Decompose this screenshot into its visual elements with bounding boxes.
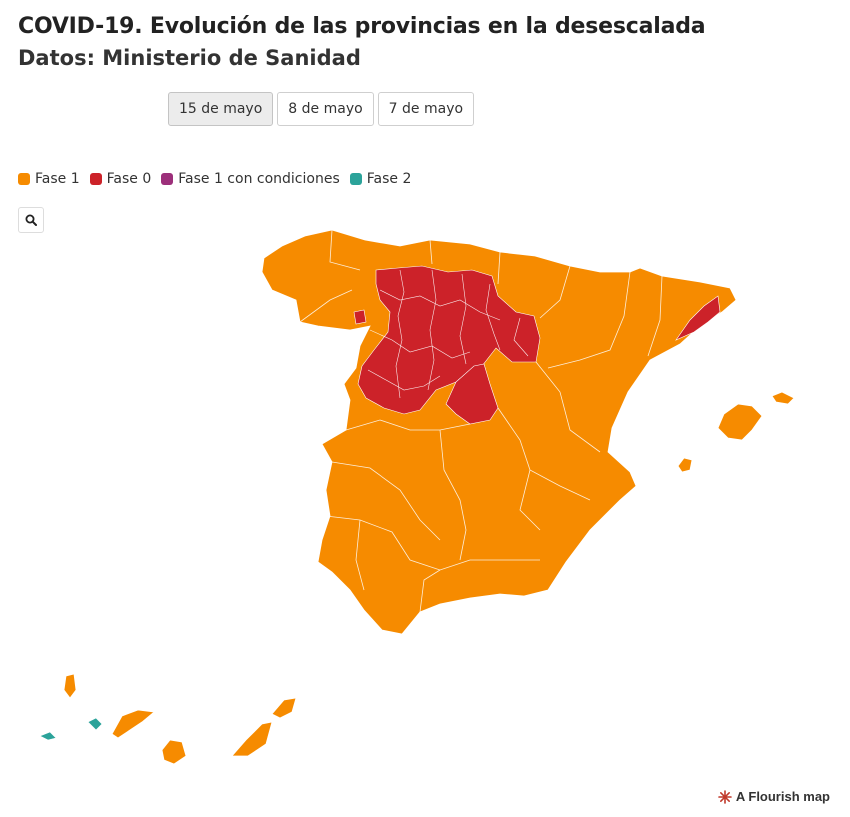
cropped-footer-text xyxy=(0,811,850,817)
region-fase0-madrid[interactable] xyxy=(445,363,499,425)
region-la-palma[interactable] xyxy=(63,673,77,699)
flourish-logo-icon xyxy=(718,789,732,804)
map-search-button[interactable] xyxy=(18,207,44,233)
legend-swatch-fase-1-con-condiciones xyxy=(161,173,174,185)
legend-label-fase-1-con-condiciones: Fase 1 con condiciones xyxy=(178,171,340,187)
spain-phase-map[interactable] xyxy=(0,220,850,790)
legend-label-fase-2: Fase 2 xyxy=(366,171,412,187)
region-fase0-bierzo[interactable] xyxy=(353,309,367,325)
legend: Fase 1 Fase 0 Fase 1 con condiciones Fas… xyxy=(18,171,411,187)
legend-item-fase-2[interactable]: Fase 2 xyxy=(349,171,412,187)
municipality-borders xyxy=(367,269,529,399)
flourish-credit-link[interactable]: A Flourish map xyxy=(718,789,830,804)
region-menorca[interactable] xyxy=(771,391,795,405)
flourish-credit-label: A Flourish map xyxy=(735,789,830,804)
legend-swatch-fase-0 xyxy=(89,173,102,185)
tab-8-de-mayo[interactable]: 8 de mayo xyxy=(277,92,374,126)
tab-15-de-mayo[interactable]: 15 de mayo xyxy=(168,92,274,126)
region-el-hierro[interactable] xyxy=(39,731,57,741)
region-gran-canaria[interactable] xyxy=(161,739,187,765)
region-fase0-barcelona[interactable] xyxy=(675,295,721,341)
legend-item-fase-1-con-condiciones[interactable]: Fase 1 con condiciones xyxy=(161,171,340,187)
date-tabs: 15 de mayo 8 de mayo 7 de mayo xyxy=(168,92,475,126)
region-lanzarote[interactable] xyxy=(271,697,297,719)
legend-swatch-fase-2 xyxy=(349,173,362,185)
legend-item-fase-1[interactable]: Fase 1 xyxy=(18,171,80,187)
region-peninsula[interactable] xyxy=(261,229,737,635)
region-la-gomera[interactable] xyxy=(87,717,103,731)
region-fuerteventura[interactable] xyxy=(231,721,273,757)
tab-7-de-mayo[interactable]: 7 de mayo xyxy=(377,92,475,126)
page-subtitle: Datos: Ministerio de Sanidad xyxy=(18,46,361,70)
region-mallorca[interactable] xyxy=(717,403,763,441)
legend-item-fase-0[interactable]: Fase 0 xyxy=(89,171,152,187)
page-title: COVID-19. Evolución de las provincias en… xyxy=(18,14,706,39)
legend-label-fase-0: Fase 0 xyxy=(106,171,152,187)
magnifier-icon xyxy=(25,214,37,226)
region-ibiza[interactable] xyxy=(677,457,693,473)
legend-swatch-fase-1 xyxy=(18,173,30,185)
region-tenerife[interactable] xyxy=(111,709,155,739)
legend-label-fase-1: Fase 1 xyxy=(35,171,80,187)
province-borders xyxy=(299,229,663,613)
